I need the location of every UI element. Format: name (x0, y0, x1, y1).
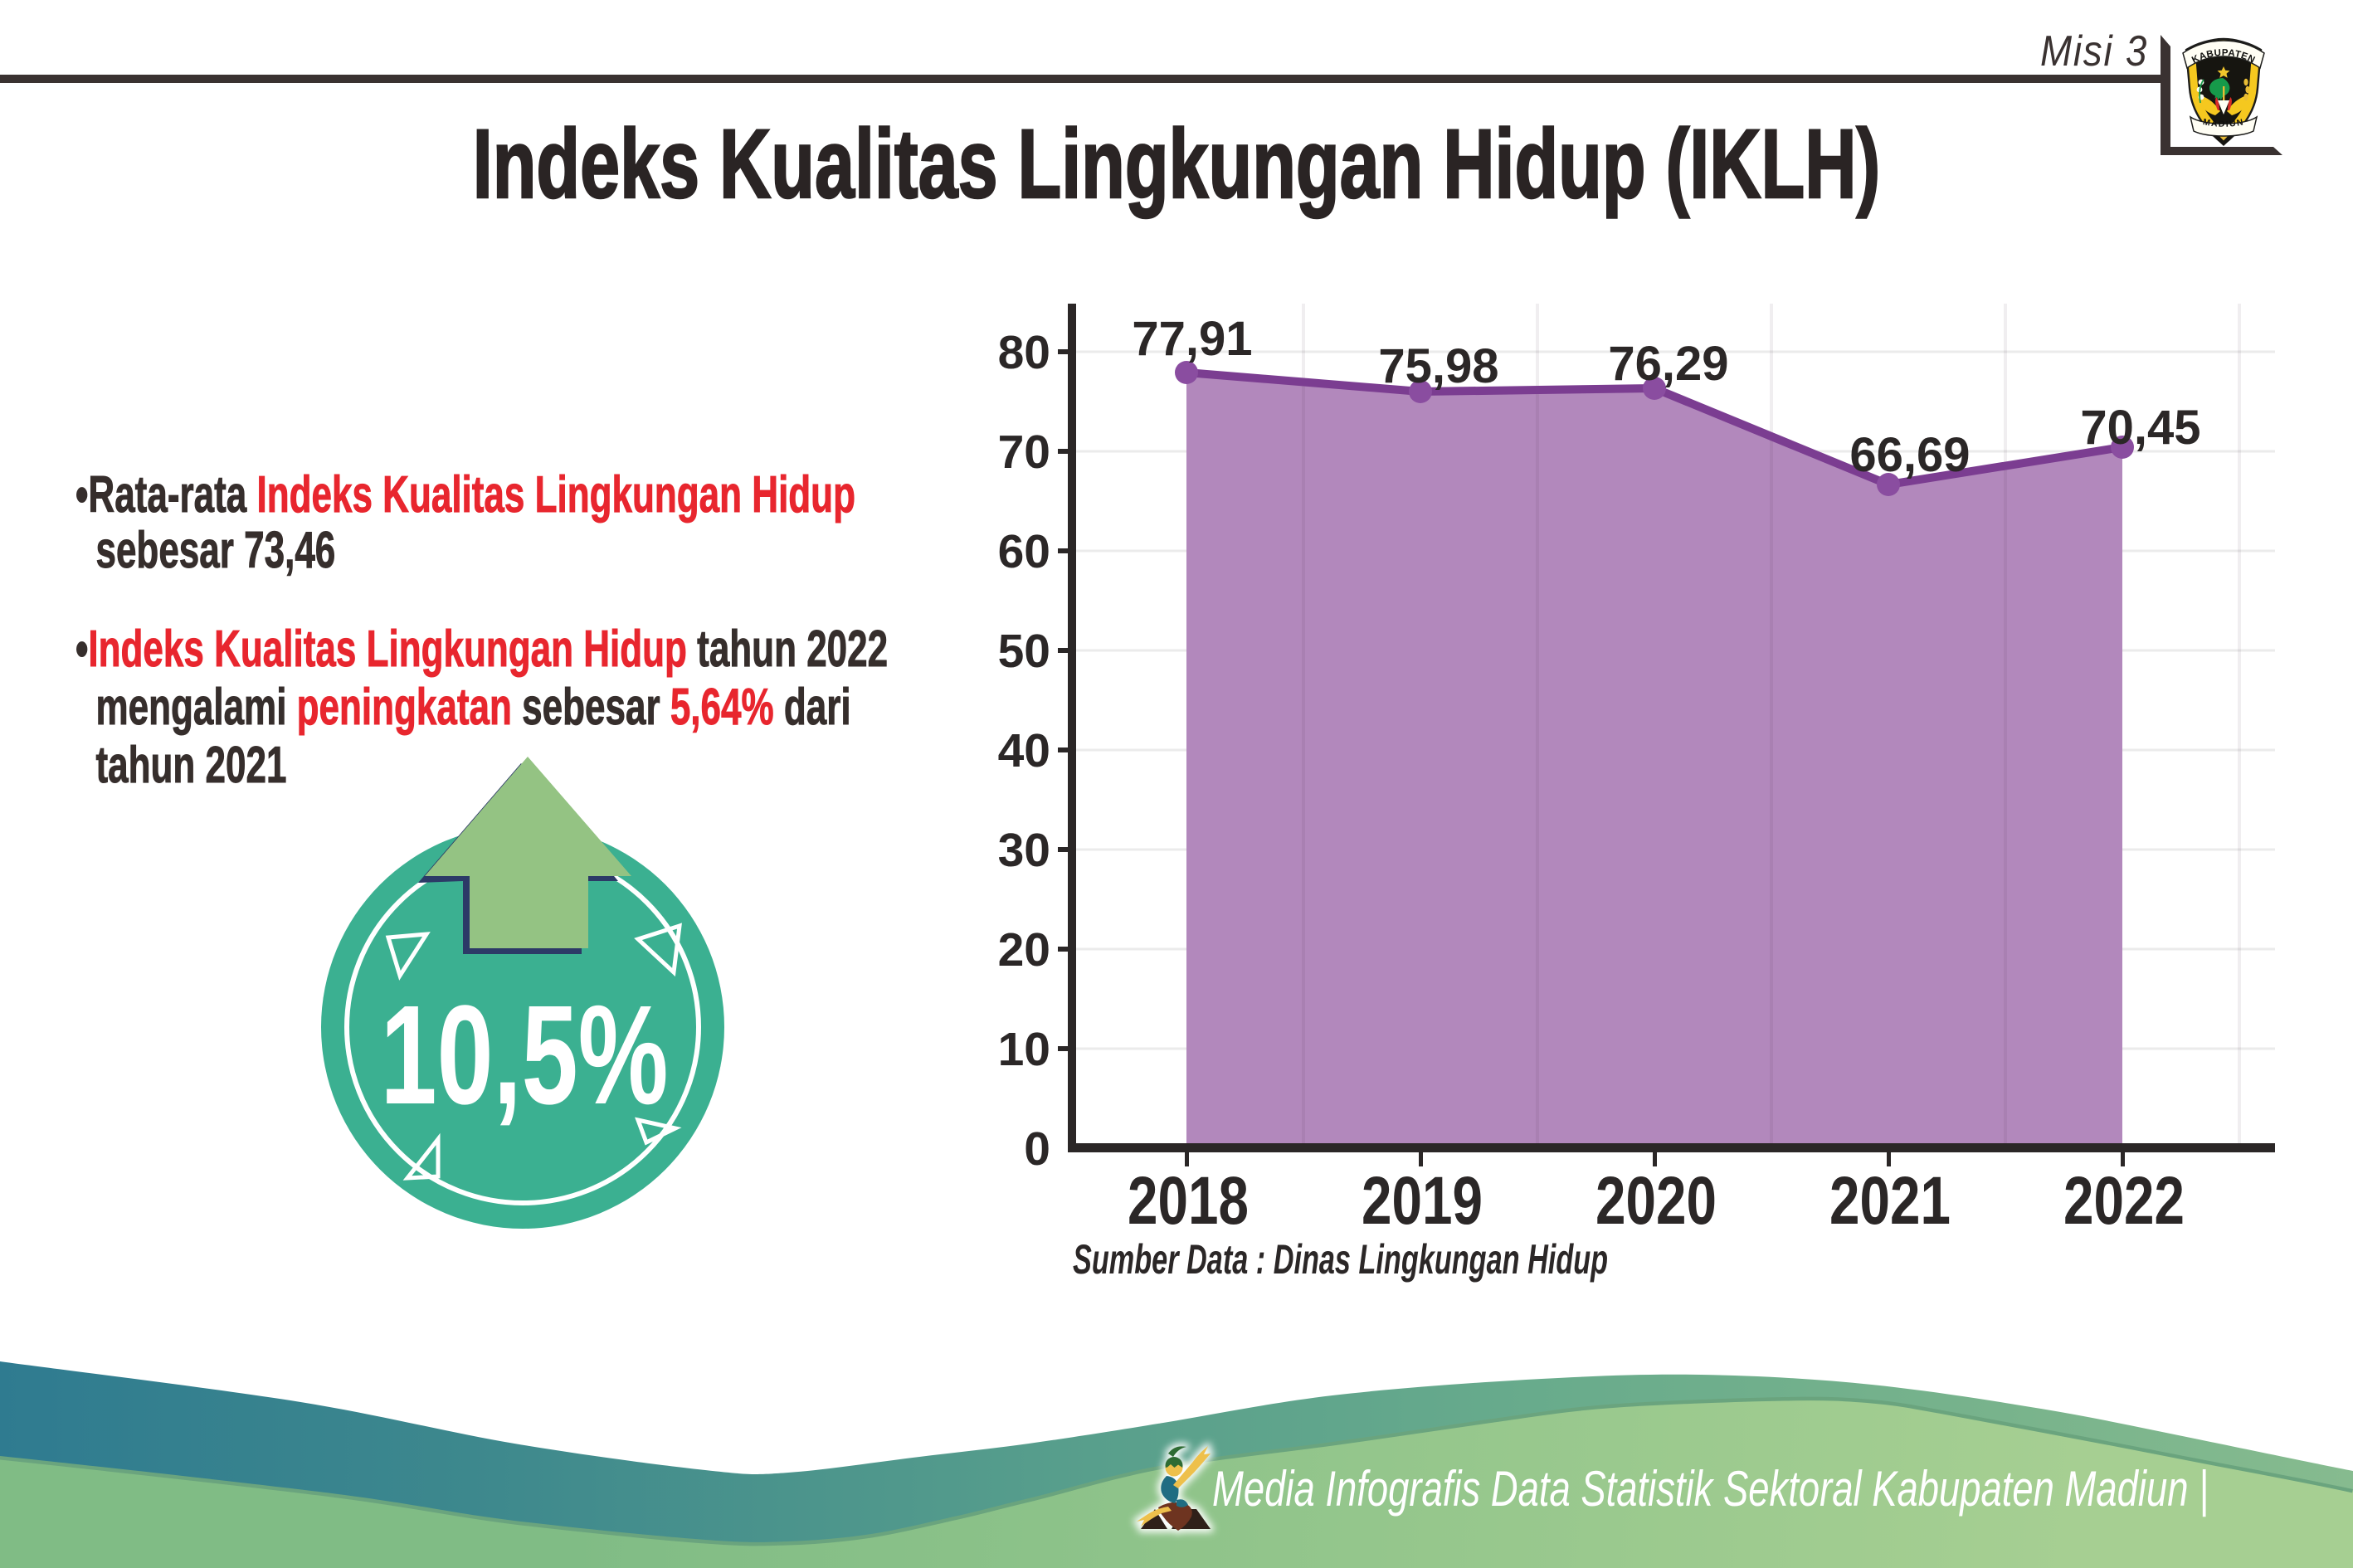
svg-text:40: 40 (998, 724, 1050, 777)
svg-text:60: 60 (998, 525, 1050, 578)
svg-text:2020: 2020 (1595, 1162, 1717, 1236)
svg-text:10,5%: 10,5% (380, 976, 668, 1133)
svg-text:30: 30 (998, 824, 1050, 877)
svg-text:75,98: 75,98 (1378, 339, 1498, 393)
svg-text:2022: 2022 (2063, 1162, 2185, 1236)
svg-text:66,69: 66,69 (1849, 428, 1970, 482)
svg-text:50: 50 (998, 625, 1050, 678)
svg-text:10: 10 (998, 1023, 1050, 1076)
svg-text:70,45: 70,45 (2080, 401, 2200, 455)
svg-text:76,29: 76,29 (1608, 337, 1728, 391)
svg-text:70: 70 (998, 426, 1050, 479)
svg-text:MADIUN: MADIUN (2202, 117, 2245, 129)
svg-text:2018: 2018 (1128, 1162, 1249, 1236)
svg-text:2021: 2021 (1829, 1162, 1951, 1236)
svg-text:80: 80 (998, 326, 1050, 379)
svg-text:2019: 2019 (1362, 1162, 1483, 1236)
svg-text:77,91: 77,91 (1132, 312, 1252, 366)
svg-text:20: 20 (998, 923, 1050, 976)
svg-text:0: 0 (1024, 1122, 1050, 1176)
